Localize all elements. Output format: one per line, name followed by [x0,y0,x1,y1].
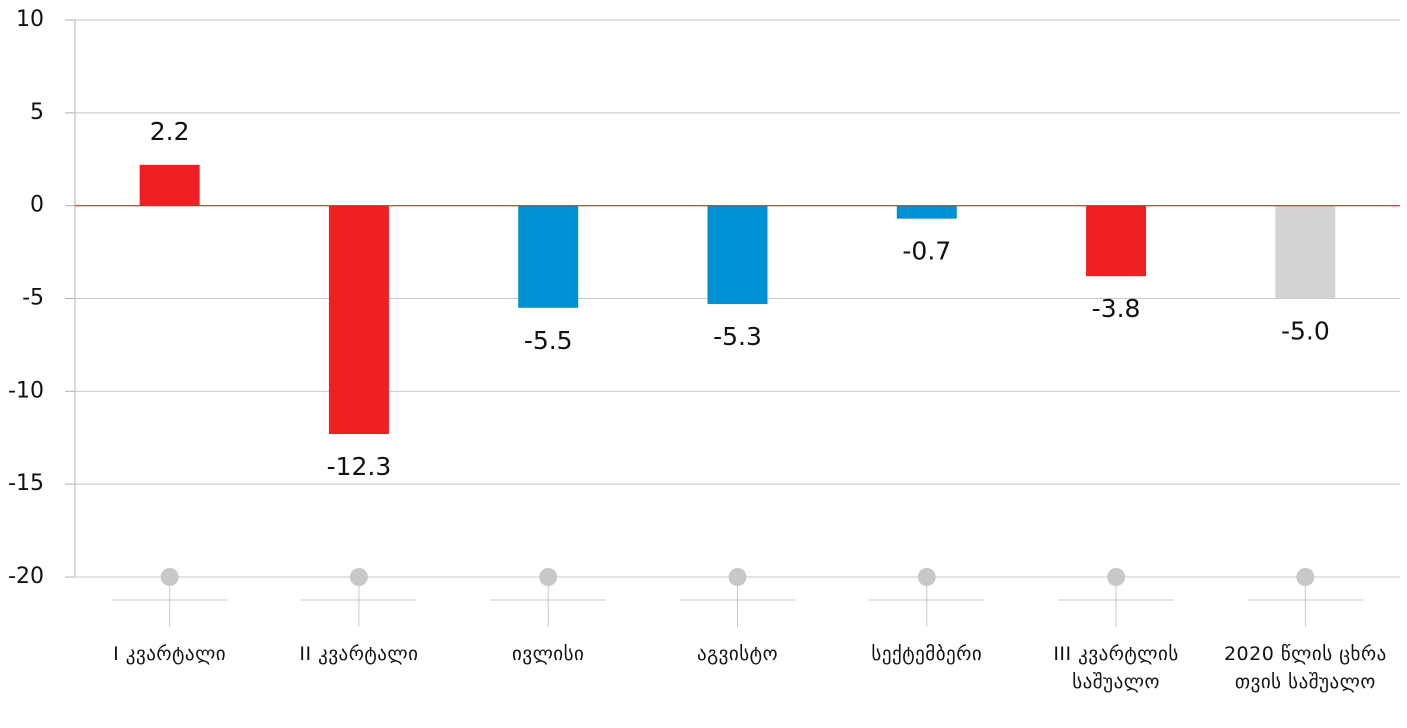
category-dot [1107,568,1126,586]
y-tick-label: -5 [22,286,44,311]
bar [896,205,957,219]
value-label: -5.0 [1281,317,1330,346]
category-dot [160,568,179,586]
category-dot [539,568,558,586]
value-label: -12.3 [327,452,392,481]
x-tick-label: III კვარტლის საშუალო [1053,643,1179,693]
category-dot [917,568,936,586]
x-tick-label: აგვისტო [696,643,779,665]
value-label: -5.5 [524,326,573,355]
value-label: -0.7 [902,237,951,266]
bar [1275,205,1336,299]
y-tick-label: 5 [30,100,44,125]
x-tick-label: ივლისი [512,643,585,665]
bar [518,205,579,308]
bar [707,205,768,305]
y-tick-label: -15 [8,471,44,496]
y-tick-label: -20 [8,564,44,589]
value-label: -3.8 [1092,294,1141,323]
bar [1086,205,1147,277]
y-tick-label: 10 [16,7,44,32]
x-tick-label: I კვარტალი [113,643,227,665]
x-tick-label: II კვარტალი [299,643,419,665]
y-tick-label: -10 [8,378,44,403]
category-dot [349,568,368,586]
y-tick-label: 0 [30,193,44,218]
bar [328,205,389,435]
category-dot [728,568,747,586]
category-dot [1296,568,1315,586]
x-tick-label: სექტემბერი [871,643,983,665]
value-label: -5.3 [713,322,762,351]
x-tick-label: 2020 წლის ცხრა თვის საშუალო [1223,643,1387,693]
bar [139,164,200,206]
value-label: 2.2 [150,117,190,146]
